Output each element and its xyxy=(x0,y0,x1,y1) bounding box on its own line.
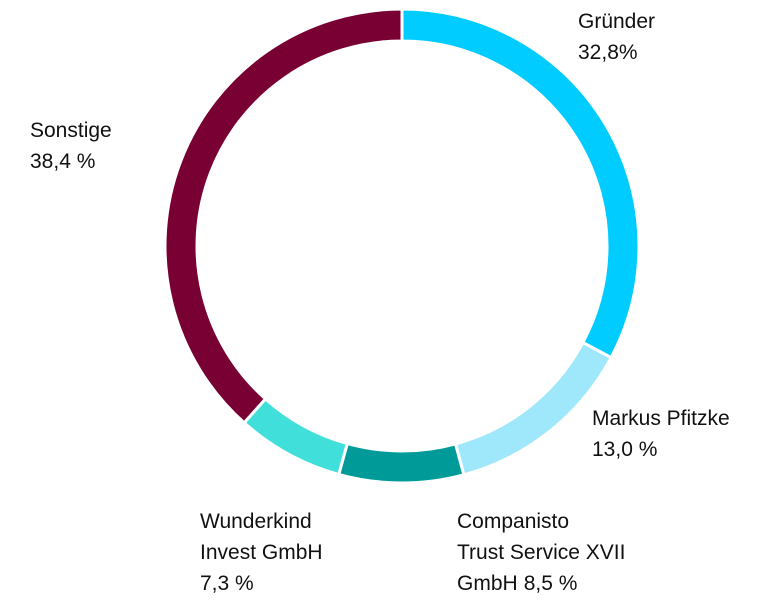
value-label: 38,4 % xyxy=(30,150,95,173)
segment-label: Gründer xyxy=(578,10,655,33)
label-line: Sonstige xyxy=(30,119,112,142)
label-line: Trust Service XVII xyxy=(457,541,625,564)
value-label: 8,5 % xyxy=(524,572,578,595)
segment-label: Markus Pfitzke xyxy=(592,407,730,430)
segment-label: Companisto Trust Service XVII GmbH xyxy=(457,510,625,595)
donut-segment xyxy=(453,340,614,477)
label-line: Invest GmbH xyxy=(200,541,323,564)
label-line: Markus Pfitzke xyxy=(592,407,730,430)
segment-label: Sonstige xyxy=(30,119,112,142)
label-line: Gründer xyxy=(578,10,655,33)
value-label: 13,0 % xyxy=(592,438,657,461)
label-line: GmbH xyxy=(457,572,518,595)
label-line: Wunderkind xyxy=(200,510,312,533)
label-line: Companisto xyxy=(457,510,569,533)
donut-segment xyxy=(242,396,350,477)
donut-segment xyxy=(336,441,466,485)
value-label: 32,8% xyxy=(578,41,638,64)
donut-segment xyxy=(163,7,404,425)
segment-label: Wunderkind Invest GmbH xyxy=(200,510,323,564)
value-label: 7,3 % xyxy=(200,572,254,595)
